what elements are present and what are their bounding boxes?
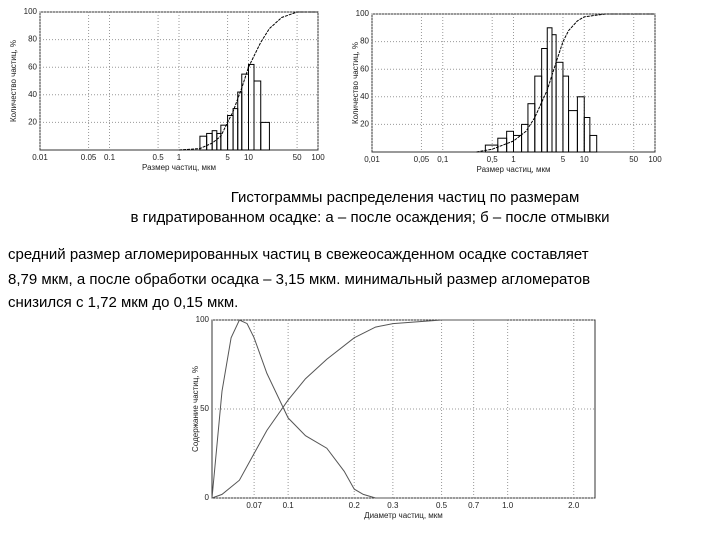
y-tick-label: 100	[196, 315, 210, 324]
x-axis-label: Диаметр частиц, мкм	[364, 511, 443, 520]
x-tick-label: 0,05	[414, 155, 430, 164]
caption-line: в гидратированном осадке: а – после осаж…	[131, 209, 610, 226]
x-tick-label: 0.05	[81, 153, 97, 162]
y-axis-label: Содержание частиц, %	[191, 366, 200, 452]
y-axis-label: Количество частиц, %	[9, 40, 18, 122]
bar	[546, 27, 553, 153]
curve	[211, 319, 393, 499]
x-tick-label: 5	[561, 155, 566, 164]
x-tick-label: 0.7	[468, 501, 480, 510]
bar	[562, 75, 570, 153]
bar	[216, 132, 222, 151]
bar	[589, 134, 598, 153]
x-tick-label: 10	[244, 153, 253, 162]
x-tick-label: 0.07	[246, 501, 262, 510]
body-line: средний размер агломерированных частиц в…	[8, 246, 589, 263]
x-tick-label: 0,01	[364, 155, 380, 164]
x-tick-label: 50	[293, 153, 302, 162]
x-tick-label: 1	[511, 155, 516, 164]
y-tick-label: 60	[360, 64, 369, 73]
bar	[513, 134, 523, 153]
x-axis-label: Размер частиц, мкм	[142, 163, 216, 172]
bar	[568, 110, 578, 153]
curve	[178, 11, 318, 151]
bar	[211, 130, 218, 151]
x-tick-label: 0.3	[387, 501, 399, 510]
x-tick-label: 0.1	[283, 501, 295, 510]
x-tick-label: 0,5	[487, 155, 499, 164]
bar	[555, 61, 564, 153]
y-tick-label: 60	[28, 62, 37, 71]
x-tick-label: 1.0	[502, 501, 514, 510]
y-tick-label: 40	[360, 92, 369, 101]
y-tick-label: 40	[28, 90, 37, 99]
bar	[583, 117, 591, 153]
bar	[253, 80, 262, 151]
x-tick-label: 0.5	[436, 501, 448, 510]
y-tick-label: 0	[205, 493, 210, 502]
bar	[551, 34, 557, 153]
bar	[237, 91, 243, 151]
y-tick-label: 20	[360, 120, 369, 129]
bar	[521, 123, 529, 153]
x-tick-label: 0,1	[437, 155, 449, 164]
x-tick-label: 2.0	[568, 501, 580, 510]
bar	[232, 108, 239, 151]
bar	[248, 63, 255, 151]
curve	[211, 319, 508, 499]
x-tick-label: 1	[177, 153, 182, 162]
x-tick-label: 5	[225, 153, 230, 162]
y-tick-label: 100	[356, 9, 370, 18]
body-line: 8,79 мкм, а после обработки осадка – 3,1…	[8, 271, 590, 288]
bar	[206, 132, 213, 151]
bar	[527, 103, 536, 153]
y-tick-label: 100	[24, 7, 38, 16]
x-tick-label: 0.2	[349, 501, 361, 510]
x-tick-label: 0.01	[32, 153, 48, 162]
x-axis-label: Размер частиц, мкм	[477, 165, 551, 174]
x-tick-label: 100	[311, 153, 325, 162]
y-axis-label: Количество частиц, %	[351, 42, 360, 124]
x-tick-label: 100	[648, 155, 662, 164]
x-tick-label: 50	[629, 155, 638, 164]
curve	[476, 13, 655, 153]
y-tick-label: 80	[360, 37, 369, 46]
y-tick-label: 50	[200, 404, 209, 413]
x-tick-label: 10	[580, 155, 589, 164]
bar	[484, 144, 499, 153]
bar	[576, 96, 585, 153]
caption-line: Гистограммы распределения частиц по разм…	[231, 189, 580, 206]
y-tick-label: 20	[28, 118, 37, 127]
y-tick-label: 80	[28, 35, 37, 44]
bar	[260, 121, 270, 151]
x-tick-label: 0.5	[153, 153, 165, 162]
body-line: снизился с 1,72 мкм до 0,15 мкм.	[8, 294, 238, 311]
x-tick-label: 0.1	[104, 153, 116, 162]
